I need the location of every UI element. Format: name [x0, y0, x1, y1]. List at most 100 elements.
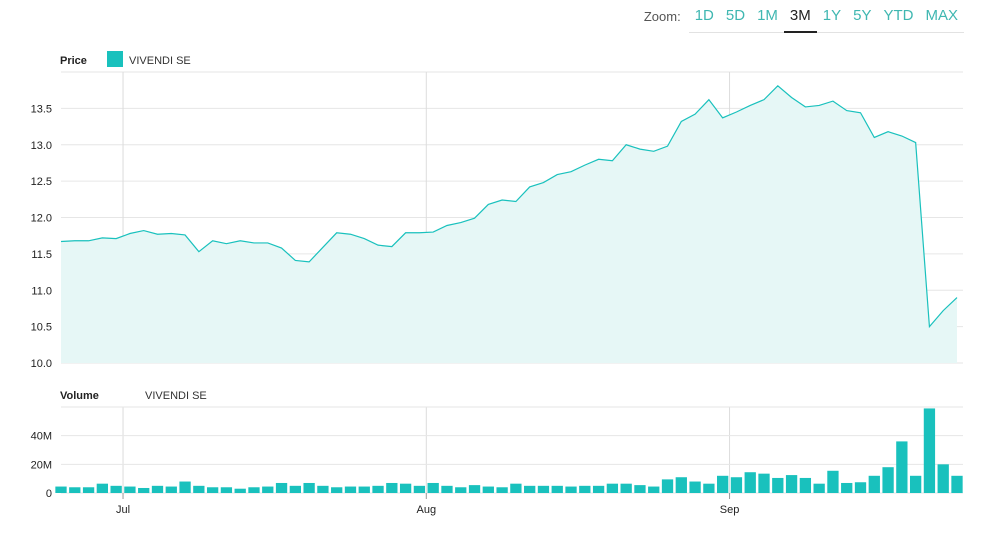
- volume-bar: [69, 487, 81, 493]
- volume-bar: [524, 485, 536, 493]
- zoom-ytd-button[interactable]: YTD: [877, 0, 920, 33]
- volume-bar: [468, 485, 481, 493]
- volume-bar: [482, 486, 494, 493]
- volume-bar: [96, 483, 108, 493]
- price-y-tick-label: 10.0: [31, 358, 52, 370]
- price-y-tick-label: 12.5: [31, 176, 52, 188]
- volume-bar: [689, 481, 701, 493]
- volume-bar: [937, 464, 949, 493]
- x-tick-label: Aug: [417, 504, 437, 516]
- volume-bar: [537, 485, 550, 493]
- price-y-tick-label: 13.0: [31, 140, 52, 152]
- volume-y-tick-label: 40M: [31, 431, 52, 443]
- volume-bar: [648, 486, 660, 493]
- volume-bar: [317, 485, 329, 493]
- price-y-tick-label: 11.0: [31, 285, 52, 297]
- volume-panel-title: Volume: [60, 390, 99, 402]
- volume-bar: [841, 482, 853, 493]
- volume-y-tick-label: 0: [46, 488, 52, 500]
- price-y-axis: 10.0 10.5 11.0 11.5 12.0 12.5 13.0 13.5: [31, 103, 52, 370]
- zoom-label: Zoom:: [643, 8, 681, 24]
- volume-bar: [868, 475, 880, 493]
- price-legend-swatch[interactable]: [107, 51, 123, 67]
- volume-bar: [220, 487, 233, 493]
- volume-bar: [772, 477, 784, 493]
- x-tick-label: Jul: [116, 504, 130, 516]
- volume-bar: [592, 485, 605, 493]
- volume-bar: [703, 483, 715, 493]
- volume-bar: [331, 487, 343, 493]
- price-line: [60, 85, 958, 329]
- volume-bar: [923, 408, 936, 493]
- volume-bar: [579, 485, 591, 493]
- volume-y-axis: 0 20M 40M: [31, 431, 52, 500]
- volume-bar: [110, 485, 122, 493]
- zoom-1y-button[interactable]: 1Y: [816, 0, 848, 33]
- volume-bar: [399, 483, 412, 493]
- volume-bar: [262, 486, 274, 493]
- zoom-5d-button[interactable]: 5D: [719, 0, 752, 33]
- volume-bar: [854, 482, 867, 493]
- volume-bar: [496, 487, 508, 493]
- volume-bar: [289, 485, 301, 493]
- volume-bar: [441, 485, 453, 493]
- volume-bar: [413, 485, 426, 493]
- volume-bar: [358, 486, 370, 493]
- volume-bar: [372, 485, 384, 493]
- volume-bar: [565, 486, 577, 493]
- volume-bar: [344, 486, 357, 493]
- volume-bar: [193, 485, 205, 493]
- volume-y-tick-label: 20M: [31, 459, 52, 471]
- volume-bar: [427, 482, 439, 493]
- volume-bar: [206, 487, 219, 493]
- volume-bars: [55, 408, 963, 493]
- volume-bar: [634, 485, 646, 493]
- price-legend-label[interactable]: VIVENDI SE: [129, 55, 191, 67]
- volume-bar: [510, 483, 522, 493]
- price-panel-title: Price: [60, 55, 87, 67]
- volume-bar: [179, 481, 191, 493]
- x-tick-label: Sep: [720, 504, 740, 516]
- price-area: [61, 85, 957, 363]
- volume-bar: [165, 486, 177, 493]
- volume-legend-label[interactable]: VIVENDI SE: [145, 390, 207, 402]
- volume-bar: [896, 441, 908, 493]
- volume-bar: [620, 483, 632, 493]
- volume-bar: [82, 487, 95, 493]
- zoom-max-button[interactable]: MAX: [919, 0, 964, 33]
- zoom-1d-button[interactable]: 1D: [688, 0, 720, 33]
- volume-bar: [785, 475, 798, 493]
- volume-bar: [55, 486, 67, 493]
- price-header: Price VIVENDI SE: [60, 51, 191, 67]
- x-axis: Jul Aug Sep: [116, 493, 739, 516]
- volume-bar: [661, 479, 674, 493]
- volume-bar: [551, 485, 563, 493]
- volume-bar: [758, 473, 770, 493]
- zoom-1m-button[interactable]: 1M: [751, 0, 784, 33]
- volume-bar: [124, 486, 136, 493]
- volume-bar: [717, 475, 729, 493]
- volume-bar: [455, 487, 467, 493]
- price-y-tick-label: 11.5: [31, 249, 52, 261]
- volume-bar: [248, 487, 260, 493]
- zoom-5y-button[interactable]: 5Y: [847, 0, 878, 33]
- volume-header: Volume VIVENDI SE: [60, 390, 207, 402]
- volume-bar: [813, 483, 825, 493]
- volume-bar: [275, 482, 288, 493]
- volume-bar: [882, 467, 894, 493]
- volume-bar: [730, 477, 743, 493]
- volume-bar: [799, 477, 812, 493]
- zoom-bar: Zoom: 1D 5D 1M 3M 1Y 5Y YTD MAX: [643, 0, 964, 33]
- price-y-tick-label: 13.5: [31, 103, 52, 115]
- volume-bar: [827, 470, 839, 493]
- price-y-tick-label: 12.0: [31, 213, 52, 225]
- zoom-3m-button[interactable]: 3M: [783, 0, 817, 33]
- volume-bar: [675, 477, 687, 493]
- volume-bar: [151, 485, 164, 493]
- volume-bar: [909, 475, 922, 493]
- volume-bar: [744, 472, 756, 493]
- volume-bar: [138, 487, 150, 493]
- volume-bar: [386, 482, 398, 493]
